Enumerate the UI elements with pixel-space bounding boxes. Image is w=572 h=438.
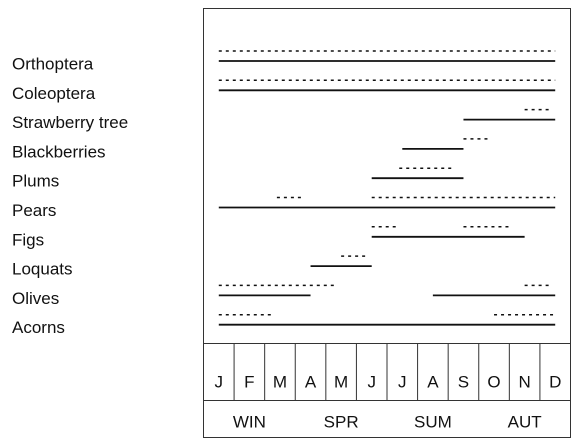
month-label: M	[273, 372, 287, 391]
season-label: WIN	[233, 412, 266, 431]
row-label: Coleoptera	[12, 84, 96, 103]
month-label: M	[334, 372, 348, 391]
month-label: J	[398, 372, 407, 391]
row-label: Pears	[12, 201, 56, 220]
row-label: Blackberries	[12, 142, 106, 161]
month-label: J	[215, 372, 224, 391]
month-label: N	[518, 372, 530, 391]
row-label: Plums	[12, 172, 59, 191]
row-label: Olives	[12, 289, 59, 308]
season-label: SPR	[324, 412, 359, 431]
row-label: Orthoptera	[12, 54, 94, 73]
row-label: Loquats	[12, 260, 73, 279]
season-label: AUT	[508, 412, 542, 431]
month-label: S	[458, 372, 469, 391]
month-label: D	[549, 372, 561, 391]
month-label: J	[367, 372, 376, 391]
row-label: Strawberry tree	[12, 113, 128, 132]
month-label: O	[487, 372, 500, 391]
month-label: A	[427, 372, 439, 391]
row-label: Acorns	[12, 318, 65, 337]
season-label: SUM	[414, 412, 452, 431]
month-label: A	[305, 372, 317, 391]
row-label: Figs	[12, 230, 44, 249]
month-label: F	[244, 372, 254, 391]
